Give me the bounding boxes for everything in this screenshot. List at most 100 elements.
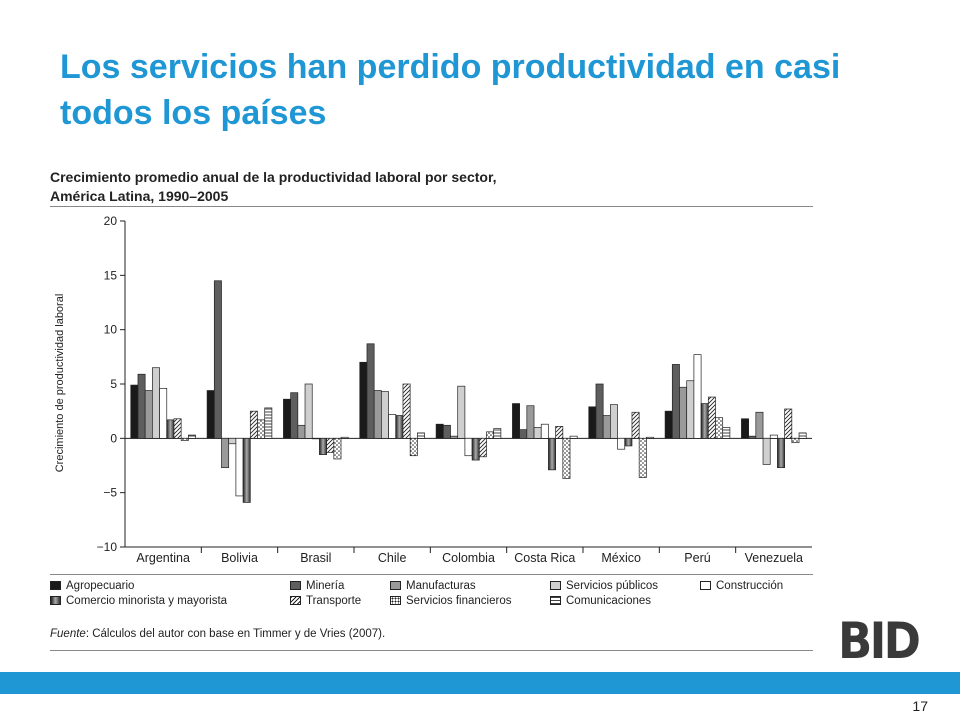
bar-transporte bbox=[173, 418, 182, 439]
bar-servicios-financieros bbox=[333, 437, 342, 460]
bar-transporte bbox=[249, 410, 258, 439]
figure-bottom-rule bbox=[50, 650, 813, 651]
bar-construcci-n bbox=[235, 437, 244, 497]
legend-swatch bbox=[390, 596, 401, 605]
legend-label: Comercio minorista y mayorista bbox=[66, 594, 228, 607]
legend-swatch bbox=[550, 596, 561, 605]
bar-agropecuario bbox=[435, 423, 444, 439]
bar-comercio-minorista-y-mayorista bbox=[700, 403, 709, 439]
bar-servicios-p-blicos bbox=[457, 385, 466, 439]
y-tick-label: 10 bbox=[104, 323, 118, 337]
figure-top-rule bbox=[50, 206, 813, 207]
bar-servicios-financieros bbox=[638, 437, 647, 478]
legend-label: Manufacturas bbox=[406, 579, 476, 592]
bar-manufacturas bbox=[679, 386, 688, 439]
legend-swatch bbox=[290, 581, 301, 590]
bar-comercio-minorista-y-mayorista bbox=[166, 419, 175, 439]
bar-manufacturas bbox=[373, 390, 382, 439]
bar-comunicaciones bbox=[264, 407, 273, 439]
legend-item: Construcción bbox=[700, 580, 815, 592]
legend-label: Agropecuario bbox=[66, 579, 135, 592]
bar-comercio-minorista-y-mayorista bbox=[242, 437, 251, 503]
bar-manufacturas bbox=[221, 437, 230, 469]
bar-comercio-minorista-y-mayorista bbox=[777, 437, 785, 469]
page-number: 17 bbox=[912, 698, 928, 714]
bar-miner-a bbox=[442, 424, 451, 439]
bar-comercio-minorista-y-mayorista bbox=[395, 415, 404, 439]
bar-comunicaciones bbox=[493, 428, 502, 439]
legend-swatch bbox=[700, 581, 711, 590]
legend-swatch bbox=[290, 596, 301, 605]
y-tick-label: 20 bbox=[104, 214, 118, 228]
legend-item: Agropecuario bbox=[50, 580, 290, 592]
bar-servicios-p-blicos bbox=[152, 367, 160, 439]
x-tick-label: Perú bbox=[684, 551, 710, 565]
bar-agropecuario bbox=[512, 403, 520, 439]
bar-construcci-n bbox=[617, 437, 626, 450]
legend-swatch bbox=[390, 581, 401, 590]
y-tick-label: −10 bbox=[97, 540, 118, 554]
legend-swatch bbox=[550, 581, 561, 590]
y-tick-label: 0 bbox=[110, 431, 117, 445]
bar-manufacturas bbox=[450, 435, 459, 439]
bar-comunicaciones bbox=[646, 436, 654, 439]
bar-servicios-financieros bbox=[715, 417, 724, 439]
bar-transporte bbox=[631, 411, 640, 439]
bar-transporte bbox=[555, 426, 564, 439]
legend-label: Comunicaciones bbox=[566, 594, 652, 607]
bar-comunicaciones bbox=[798, 432, 807, 439]
x-tick-label: Bolivia bbox=[221, 551, 258, 565]
bar-agropecuario bbox=[283, 398, 291, 439]
bar-miner-a bbox=[748, 435, 757, 439]
bar-miner-a bbox=[519, 429, 528, 439]
bar-comercio-minorista-y-mayorista bbox=[319, 437, 327, 455]
bar-miner-a bbox=[213, 280, 222, 439]
figure-title: Crecimiento promedio anual de la product… bbox=[50, 168, 810, 206]
slide-title: Los servicios han perdido productividad … bbox=[60, 48, 841, 132]
bar-construcci-n bbox=[769, 434, 778, 439]
x-tick-label: Chile bbox=[378, 551, 407, 565]
bar-transporte bbox=[402, 383, 411, 439]
x-tick-label: Argentina bbox=[136, 551, 190, 565]
legend-swatch bbox=[50, 596, 61, 605]
legend-swatch bbox=[50, 581, 61, 590]
legend-item: Servicios públicos bbox=[550, 580, 700, 592]
bar-miner-a bbox=[595, 383, 604, 439]
bar-agropecuario bbox=[206, 390, 215, 439]
bar-servicios-financieros bbox=[257, 419, 266, 439]
source-label: Fuente bbox=[50, 628, 86, 640]
bar-manufacturas bbox=[297, 424, 306, 439]
bar-manufacturas bbox=[526, 405, 535, 439]
bar-transporte bbox=[707, 396, 716, 439]
bar-comercio-minorista-y-mayorista bbox=[548, 437, 556, 471]
bar-servicios-financieros bbox=[486, 431, 495, 439]
bar-construcci-n bbox=[159, 387, 168, 439]
legend-item: Servicios financieros bbox=[390, 595, 550, 607]
legend-item: Transporte bbox=[290, 595, 390, 607]
bar-miner-a bbox=[671, 364, 680, 439]
bar-chart: 20 15 10 5 0 −5 −10 Argentina Bolivia Brasil Chile… bbox=[54, 214, 812, 565]
figure-title-line1: Crecimiento promedio anual de la product… bbox=[50, 169, 497, 185]
legend-item: Comercio minorista y mayorista bbox=[50, 595, 290, 607]
bar-agropecuario bbox=[130, 384, 139, 439]
bar-servicios-p-blicos bbox=[610, 404, 618, 439]
bar-agropecuario bbox=[588, 406, 597, 439]
legend-label: Servicios públicos bbox=[566, 579, 659, 592]
footer-bar bbox=[0, 672, 960, 694]
legend-row: Agropecuario Minería Manufacturas Servicios… bbox=[50, 578, 815, 593]
bar-comunicaciones bbox=[188, 434, 196, 439]
x-tick-label: Costa Rica bbox=[514, 551, 575, 565]
bar-comercio-minorista-y-mayorista bbox=[471, 437, 480, 461]
bar-comunicaciones bbox=[417, 432, 425, 439]
bar-servicios-financieros bbox=[562, 437, 571, 479]
legend-label: Minería bbox=[306, 579, 345, 592]
y-tick-label: 15 bbox=[104, 268, 118, 282]
source-text: : Cálculos del autor con base en Timmer … bbox=[85, 628, 386, 640]
bar-construcci-n bbox=[464, 437, 473, 457]
bar-servicios-p-blicos bbox=[686, 380, 695, 439]
legend-item: Manufacturas bbox=[390, 580, 550, 592]
legend-item: Comunicaciones bbox=[550, 595, 700, 607]
figure-source: Fuente: Cálculos del autor con base en T… bbox=[50, 628, 385, 640]
legend-row: Comercio minorista y mayorista Transporte… bbox=[50, 593, 815, 608]
bar-servicios-financieros bbox=[180, 437, 189, 441]
